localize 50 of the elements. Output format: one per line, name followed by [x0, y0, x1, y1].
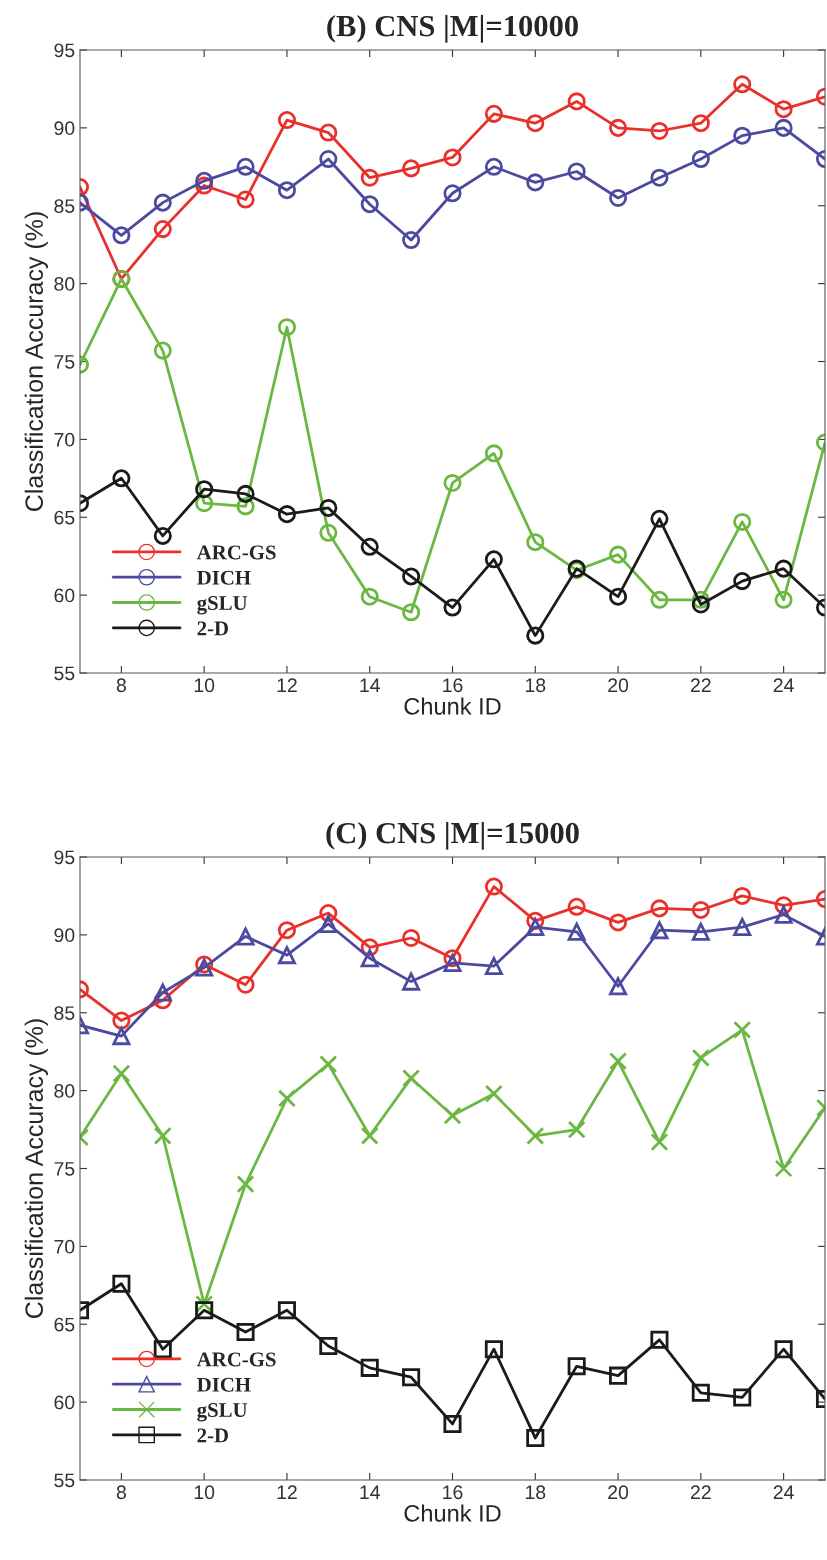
- x-tick-label: 24: [773, 678, 794, 692]
- x-tick-label: 10: [194, 1485, 215, 1500]
- x-tick-label: 16: [443, 1485, 463, 1500]
- x-tick-label: 14: [360, 1485, 380, 1499]
- x-tick-label: 24: [773, 1485, 794, 1499]
- chart-title: (B) CNS |M|=10000: [327, 14, 578, 43]
- y-tick-label: 85: [54, 199, 75, 213]
- y-tick-label: 95: [54, 850, 75, 865]
- y-tick-label: 95: [54, 43, 75, 58]
- y-tick-label: 70: [54, 1239, 75, 1254]
- legend-label: gSLU: [197, 1403, 248, 1422]
- x-tick-label: 22: [691, 678, 711, 692]
- x-tick-label: 12: [277, 1485, 297, 1499]
- y-axis-title: Classification Accuracy (%): [24, 1019, 48, 1318]
- legend-label: 2-D: [197, 621, 229, 636]
- legend-label: ARC-GS: [196, 545, 276, 560]
- x-tick-label: 8: [116, 678, 126, 693]
- y-tick-label: 90: [54, 121, 75, 136]
- y-tick-label: 75: [54, 355, 75, 369]
- y-tick-label: 60: [54, 588, 75, 603]
- legend-label: DICH: [197, 1377, 251, 1392]
- y-tick-label: 90: [54, 928, 75, 943]
- legend-label: 2-D: [197, 1428, 229, 1443]
- y-tick-label: 80: [54, 1084, 75, 1098]
- x-tick-label: 18: [525, 678, 546, 693]
- y-tick-label: 55: [54, 666, 75, 681]
- x-tick-label: 8: [116, 1485, 126, 1500]
- legend-label: DICH: [197, 570, 251, 585]
- y-tick-label: 65: [54, 510, 75, 525]
- x-tick-label: 20: [608, 678, 629, 693]
- x-tick-label: 16: [443, 678, 463, 693]
- x-tick-label: 20: [608, 1485, 629, 1500]
- y-tick-label: 65: [54, 1317, 75, 1332]
- legend-label: gSLU: [197, 596, 248, 615]
- x-tick-label: 12: [277, 678, 297, 692]
- x-tick-label: 18: [525, 1485, 546, 1500]
- x-axis-title: Chunk ID: [404, 1504, 501, 1522]
- x-tick-label: 10: [194, 678, 215, 693]
- chart-title: (C) CNS |M|=15000: [326, 821, 579, 850]
- legend-label: ARC-GS: [196, 1352, 276, 1367]
- x-tick-label: 22: [691, 1485, 711, 1499]
- y-tick-label: 80: [54, 277, 75, 291]
- y-tick-label: 60: [54, 1395, 75, 1410]
- y-tick-label: 70: [54, 432, 75, 447]
- y-tick-label: 55: [54, 1473, 75, 1488]
- x-axis-title: Chunk ID: [404, 697, 501, 715]
- y-axis-title: Classification Accuracy (%): [24, 212, 48, 511]
- y-tick-label: 85: [54, 1006, 75, 1020]
- y-tick-label: 75: [54, 1162, 75, 1176]
- x-tick-label: 14: [360, 678, 380, 692]
